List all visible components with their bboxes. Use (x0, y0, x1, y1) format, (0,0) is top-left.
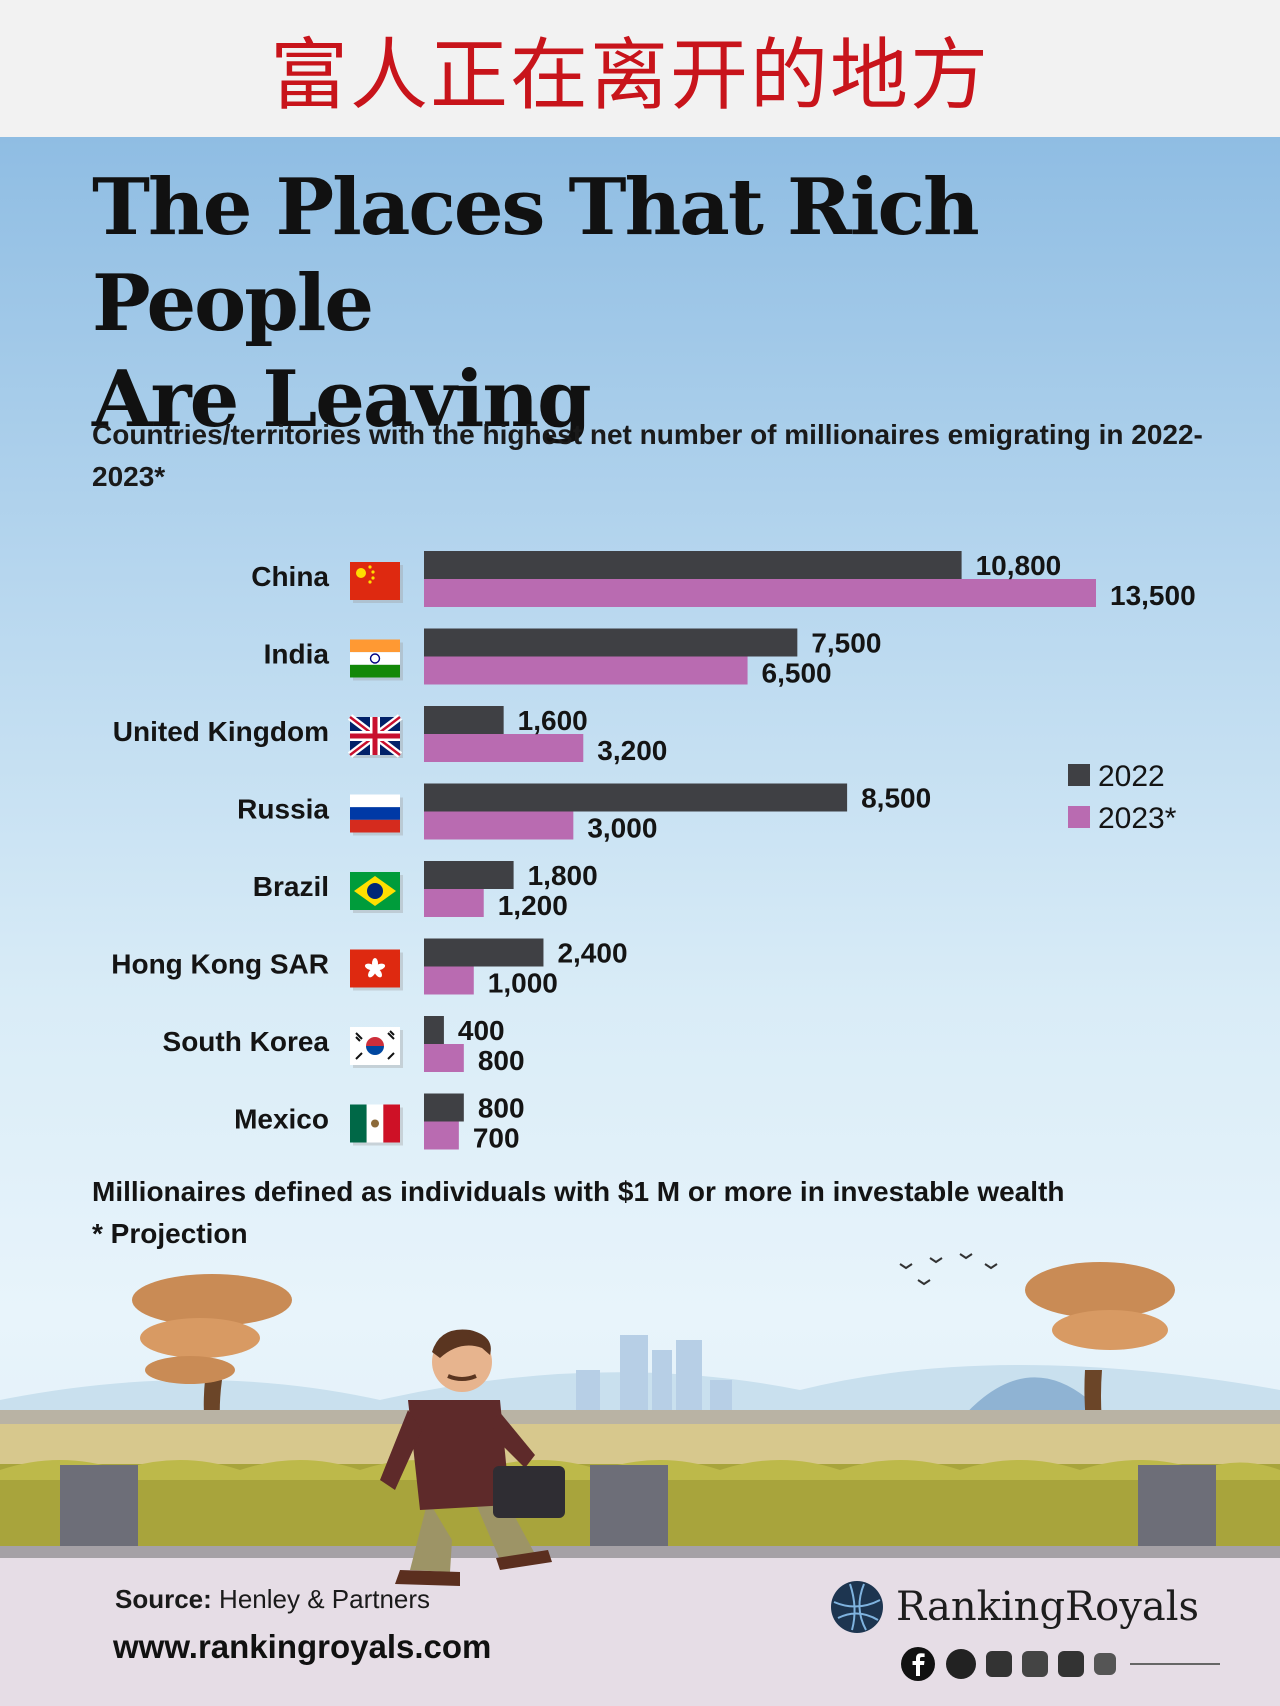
social-icon-blurred[interactable] (1022, 1651, 1048, 1677)
bar-2023 (424, 656, 748, 685)
data-label-2022: 800 (478, 1093, 525, 1124)
data-label-2022: 1,600 (518, 705, 588, 736)
hongkong-flag-icon (350, 949, 403, 991)
bar-2023 (424, 1121, 459, 1150)
category-label: Russia (237, 794, 329, 825)
category-label: South Korea (163, 1026, 330, 1057)
pillars (60, 1465, 1216, 1551)
brand: RankingRoyals (828, 1578, 1199, 1636)
bar-2022 (424, 1093, 464, 1122)
category-label: Hong Kong SAR (111, 949, 329, 980)
data-label-2023: 6,500 (762, 658, 832, 689)
bar-2022 (424, 938, 544, 967)
social-icon-blurred[interactable] (946, 1649, 976, 1679)
south-korea-flag-icon (350, 1027, 403, 1068)
category-label: China (251, 561, 329, 592)
data-label-2023: 1,200 (498, 890, 568, 921)
category-label: United Kingdom (113, 716, 329, 747)
data-label-2022: 7,500 (811, 628, 881, 659)
wall-top (0, 1410, 1280, 1424)
social-icon-blurred[interactable] (1094, 1653, 1116, 1675)
footnote-projection: * Projection (92, 1218, 248, 1249)
data-label-2023: 1,000 (488, 968, 558, 999)
bar-2022 (424, 1016, 444, 1044)
brazil-flag-icon (350, 872, 403, 913)
legend-label: 2022 (1098, 760, 1165, 793)
bar-2023 (424, 966, 474, 995)
title-line-1: The Places That Rich People (92, 162, 980, 349)
social-icon-blurred[interactable] (1058, 1651, 1084, 1677)
curb (0, 1546, 1280, 1558)
china-flag-icon (350, 562, 403, 603)
banner: 富人正在离开的地方 (0, 0, 1280, 137)
bar-2023 (424, 889, 484, 917)
bar-2023 (424, 811, 574, 840)
russia-flag-icon (350, 794, 403, 836)
social-icon-blurred[interactable] (986, 1651, 1012, 1677)
bar-2022 (424, 706, 504, 734)
data-label-2023: 3,200 (597, 735, 667, 766)
category-label: Mexico (234, 1104, 329, 1135)
bar-2022 (424, 861, 514, 889)
brand-name: RankingRoyals (896, 1584, 1200, 1630)
source-line: Source: Henley & Partners (115, 1584, 430, 1615)
data-label-2022: 1,800 (528, 860, 598, 891)
data-label-2023: 800 (478, 1045, 525, 1076)
category-label: India (264, 639, 330, 670)
data-label-2022: 8,500 (861, 783, 931, 814)
banner-title: 富人正在离开的地方 (269, 30, 990, 121)
source-label: Source: (115, 1584, 212, 1614)
birds (899, 1253, 998, 1286)
data-label-2023: 700 (473, 1123, 520, 1154)
bar-2023 (424, 579, 1096, 607)
data-label-2022: 400 (458, 1015, 505, 1046)
divider-line (1130, 1663, 1220, 1665)
wall (0, 1424, 1280, 1464)
data-label-2023: 13,500 (1110, 580, 1196, 611)
illustration-scene (0, 1253, 1280, 1706)
sidewalk (0, 1558, 1280, 1706)
category-label: Brazil (253, 871, 329, 902)
data-label-2022: 2,400 (557, 938, 627, 969)
social-icons (900, 1646, 1220, 1682)
bar-2023 (424, 734, 584, 762)
bar-2022 (424, 628, 798, 657)
title-line-2: Are Leaving (92, 354, 592, 445)
data-label-2023: 3,000 (587, 813, 657, 844)
mountain (960, 1377, 1100, 1420)
uk-flag-icon (347, 714, 403, 758)
legend: 2022 2023* (1068, 760, 1177, 835)
bar-2022 (424, 783, 848, 812)
footnote-definition: Millionaires defined as individuals with… (92, 1176, 1065, 1207)
globe-logo-icon (831, 1581, 883, 1633)
website-link[interactable]: www.rankingroyals.com (113, 1628, 492, 1665)
india-flag-icon (350, 639, 403, 681)
legend-swatch (1068, 806, 1090, 828)
walking-man-figure (380, 1329, 565, 1586)
bar-2022 (424, 551, 962, 579)
data-label-2022: 10,800 (976, 550, 1062, 581)
bar-2023 (424, 1044, 464, 1072)
chart-title: The Places That Rich People Are Leaving (92, 160, 1242, 448)
facebook-icon[interactable] (900, 1646, 936, 1682)
mexico-flag-icon (350, 1104, 403, 1146)
legend-label: 2023* (1098, 802, 1177, 835)
chart-subtitle: Countries/territories with the highest n… (92, 419, 1203, 492)
legend-swatch (1068, 764, 1090, 786)
source-value: Henley & Partners (219, 1584, 431, 1614)
